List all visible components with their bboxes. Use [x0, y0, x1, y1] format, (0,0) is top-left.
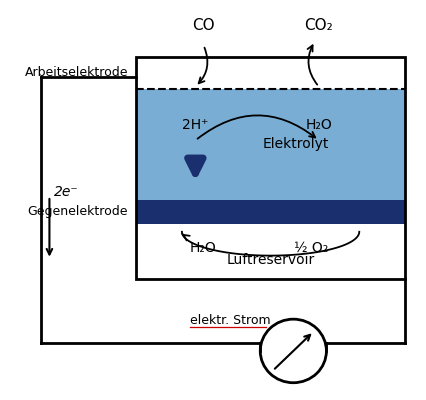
Text: Luftreservoir: Luftreservoir: [226, 252, 314, 266]
Bar: [136, 89, 404, 200]
Text: Gegenelektrode: Gegenelektrode: [27, 206, 128, 218]
Text: Arbeitselektrode: Arbeitselektrode: [24, 66, 128, 79]
Text: elektr. Strom: elektr. Strom: [190, 314, 270, 327]
Text: CO₂: CO₂: [304, 18, 333, 33]
Bar: [136, 57, 404, 89]
Text: 2H⁺: 2H⁺: [182, 118, 208, 132]
Text: H₂O: H₂O: [305, 118, 331, 132]
Text: ½ O₂: ½ O₂: [293, 241, 327, 255]
Bar: [136, 200, 404, 224]
Bar: [136, 224, 404, 280]
Text: 2e⁻: 2e⁻: [53, 185, 78, 199]
Text: H₂O: H₂O: [190, 241, 216, 255]
Text: Elektrolyt: Elektrolyt: [262, 137, 328, 151]
Text: CO: CO: [192, 18, 214, 33]
